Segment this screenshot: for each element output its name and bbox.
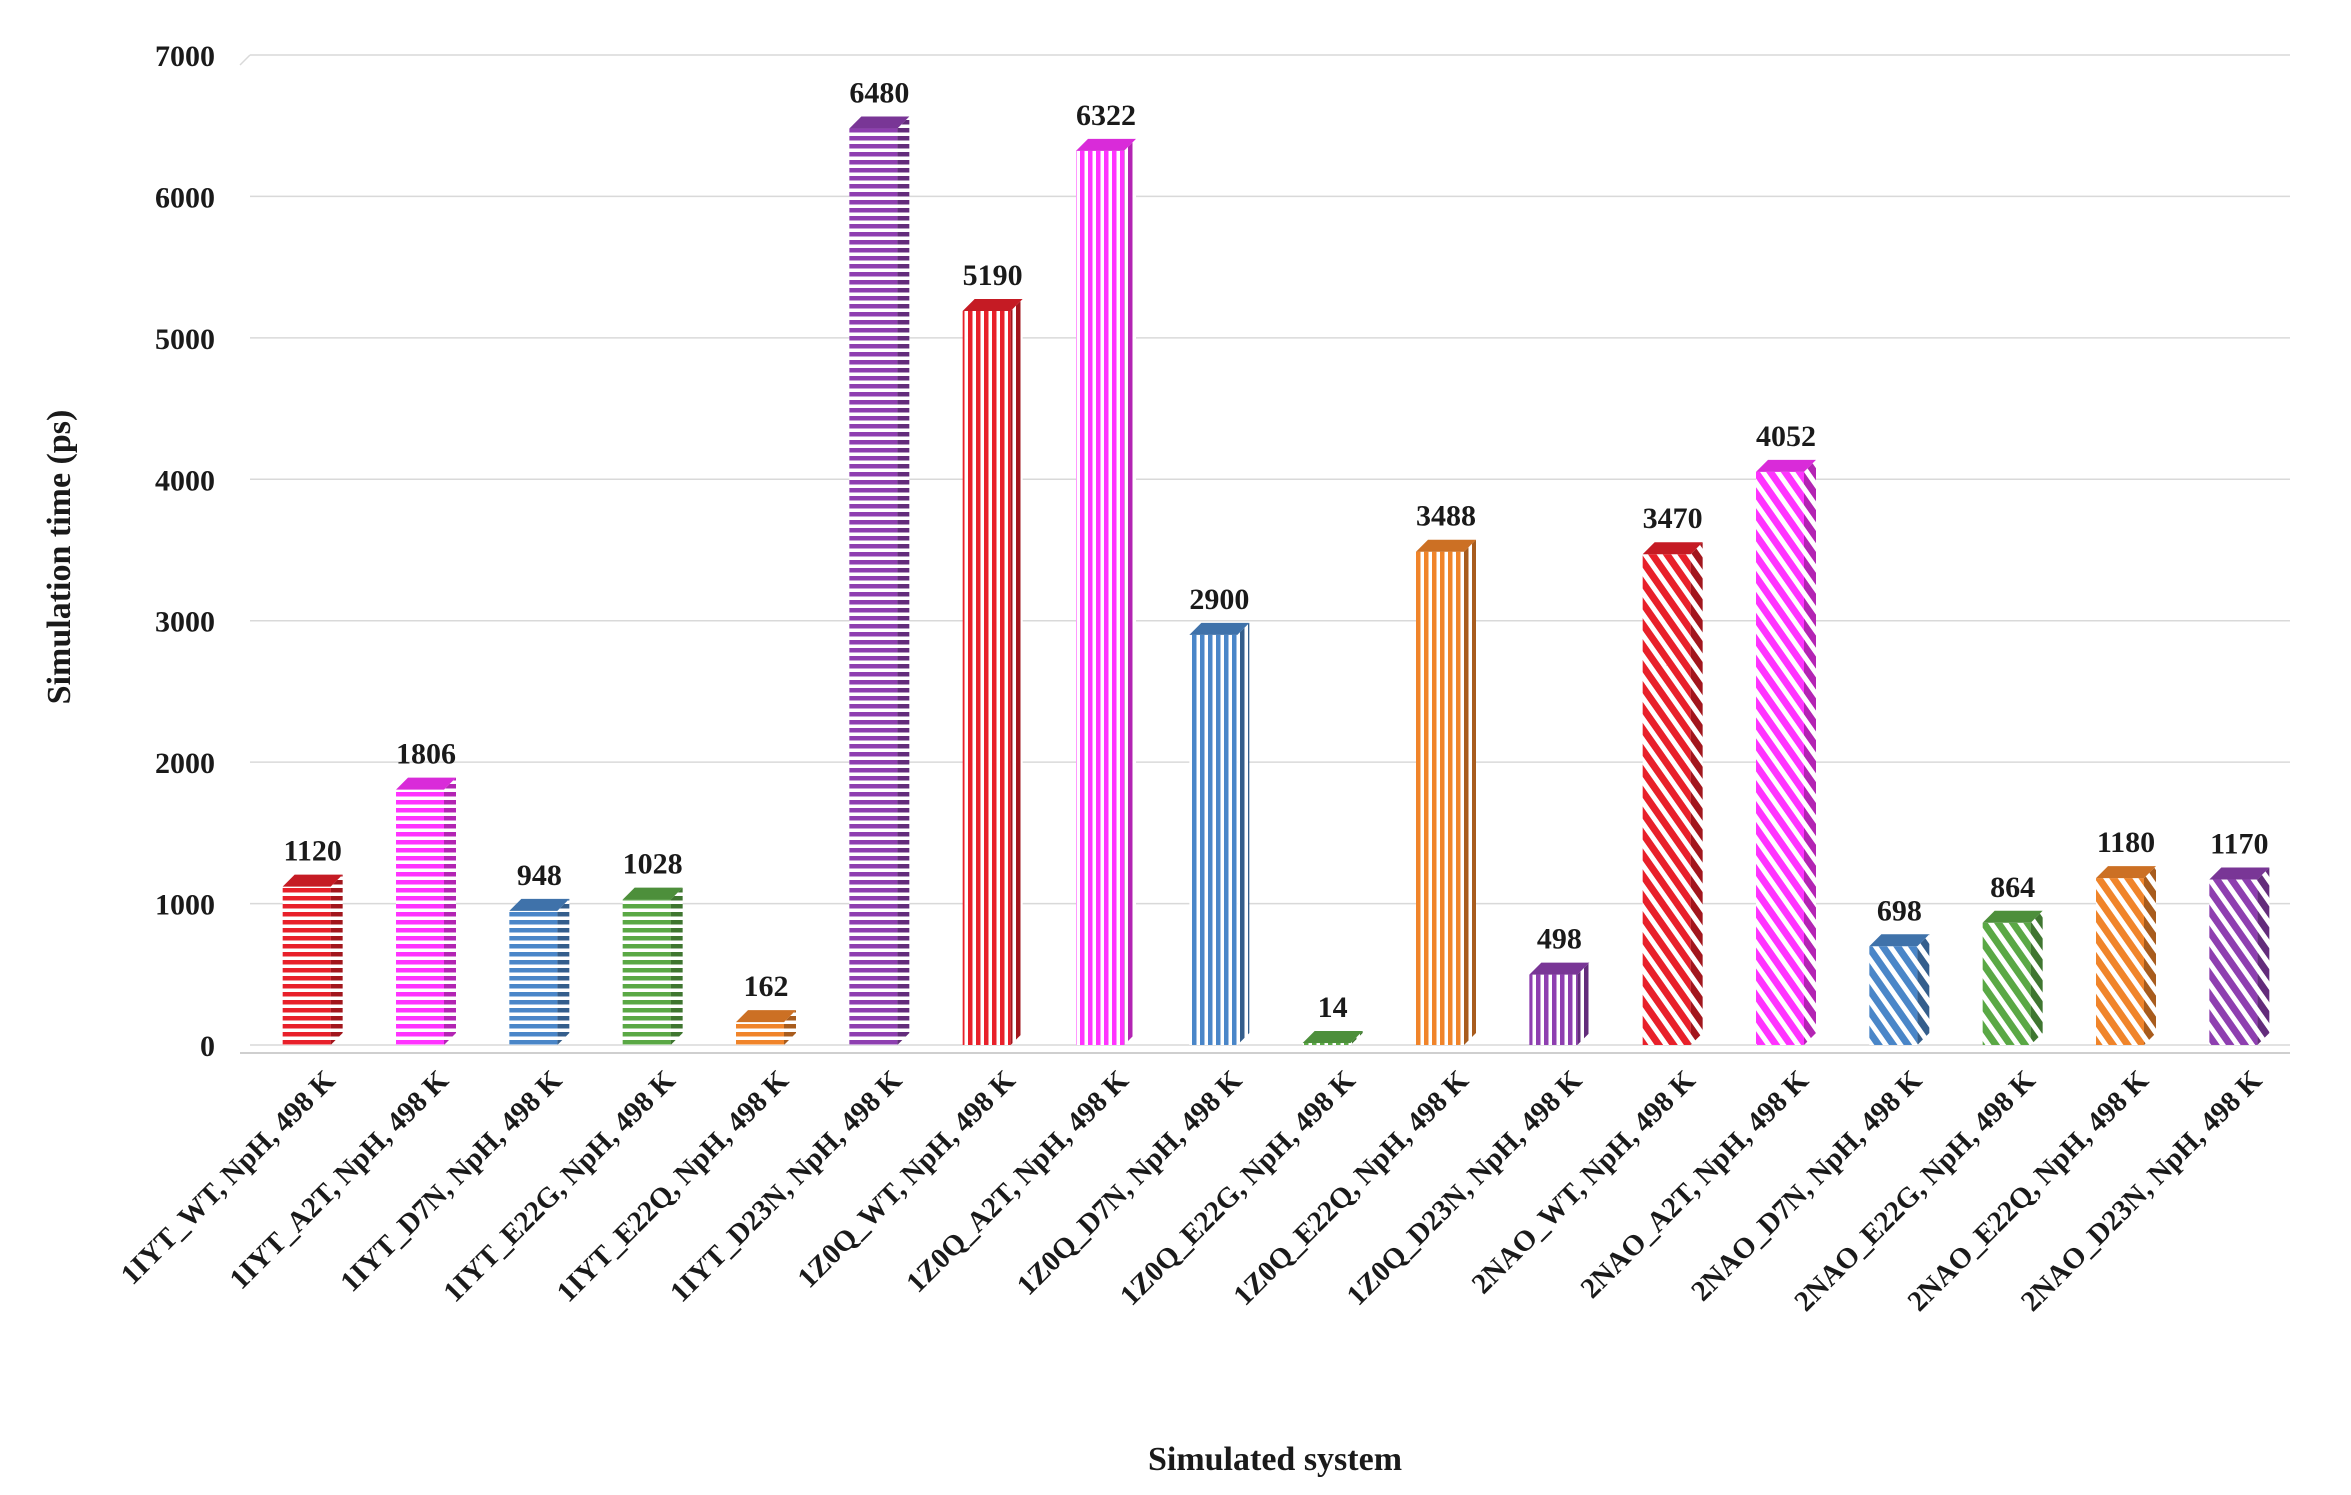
data-label: 1180	[2097, 826, 2155, 859]
x-tick-label: 1Z0Q_WT, NpH, 498 K	[791, 1064, 1021, 1294]
data-label: 6480	[849, 77, 909, 110]
y-tick-label: 0	[200, 1030, 215, 1063]
bar	[736, 1010, 796, 1045]
bar	[1076, 138, 1136, 1046]
bar	[1529, 962, 1590, 1045]
data-label: 4052	[1756, 420, 1816, 453]
bar	[1189, 622, 1250, 1045]
data-label: 864	[1990, 871, 2035, 904]
x-tick-label: 1Z0Q_A2T, NpH, 498 K	[900, 1064, 1135, 1299]
bar	[1756, 459, 1816, 1046]
bar	[962, 298, 1023, 1045]
data-labels: 1120 1806 948 1028 162 6480 5190 6322 2900 14 3488…	[283, 77, 2268, 1024]
x-tick-label: 1Z0Q_D7N, NpH, 498 K	[1011, 1064, 1249, 1302]
data-label: 5190	[963, 259, 1023, 292]
bar	[1302, 1031, 1363, 1045]
bar	[2096, 866, 2156, 1045]
x-tick-label: 1IYT_A2T, NpH, 498 K	[224, 1064, 456, 1296]
x-tick-label: 1Z0Q_E22G, NpH, 498 K	[1114, 1064, 1362, 1312]
y-tick-label: 7000	[155, 40, 215, 73]
x-tick-label: 2NAO_A2T, NpH, 498 K	[1575, 1064, 1816, 1305]
data-label: 3470	[1643, 502, 1703, 535]
x-tick-label: 2NAO_D23N, NpH, 498 K	[2015, 1064, 2269, 1318]
data-label: 1806	[396, 738, 456, 771]
x-tick-label: 2NAO_D7N, NpH, 498 K	[1685, 1064, 1928, 1307]
x-tick-label: 1Z0Q_E22Q, NpH, 498 K	[1227, 1064, 1475, 1312]
data-label: 14	[1318, 991, 1348, 1024]
x-tick-label: 2NAO_E22G, NpH, 498 K	[1788, 1064, 2042, 1318]
axis-corner	[239, 54, 251, 66]
data-label: 2900	[1189, 583, 1249, 616]
x-axis-title: Simulated system	[1148, 1441, 1402, 1478]
data-label: 1120	[283, 835, 341, 868]
data-label: 948	[517, 859, 562, 892]
bar	[849, 116, 910, 1046]
data-label: 3488	[1416, 500, 1476, 533]
x-tick-label: 1IYT_D7N, NpH, 498 K	[334, 1064, 568, 1298]
bar	[1642, 542, 1703, 1045]
bar	[622, 887, 683, 1045]
y-axis-ticks: 0 1000 2000 3000 4000 5000 6000 7000	[155, 40, 215, 1063]
bar	[282, 874, 343, 1045]
x-tick-label: 1IYT_WT, NpH, 498 K	[115, 1064, 342, 1291]
data-label: 1170	[2210, 828, 2268, 861]
x-tick-label: 1IYT_E22G, NpH, 498 K	[437, 1064, 682, 1309]
bar	[396, 777, 456, 1045]
x-tick-label: 2NAO_WT, NpH, 498 K	[1466, 1064, 1702, 1300]
x-tick-label: 1IYT_D23N, NpH, 498 K	[664, 1064, 909, 1309]
data-label: 162	[744, 970, 789, 1003]
y-axis-title: Simulation time (ps)	[41, 410, 78, 705]
y-tick-label: 4000	[155, 464, 215, 497]
gridlines	[239, 54, 2290, 1054]
bar	[2209, 867, 2270, 1045]
x-tick-label: 1IYT_E22Q, NpH, 498 K	[551, 1064, 796, 1309]
data-label: 6322	[1076, 99, 1136, 132]
bar	[1416, 539, 1476, 1045]
bars	[282, 116, 2270, 1046]
bar	[509, 898, 570, 1045]
bar	[1869, 934, 1930, 1045]
x-tick-label: 1Z0Q_D23N, NpH, 498 K	[1341, 1064, 1589, 1312]
y-tick-label: 1000	[155, 889, 215, 922]
x-tick-label: 2NAO_E22Q, NpH, 498 K	[1902, 1064, 2156, 1318]
y-tick-label: 2000	[155, 747, 215, 780]
y-tick-label: 5000	[155, 323, 215, 356]
y-tick-label: 6000	[155, 181, 215, 214]
y-tick-label: 3000	[155, 606, 215, 639]
data-label: 1028	[623, 848, 683, 881]
data-label: 698	[1877, 894, 1922, 927]
data-label: 498	[1537, 923, 1582, 956]
bar	[1982, 910, 2043, 1045]
